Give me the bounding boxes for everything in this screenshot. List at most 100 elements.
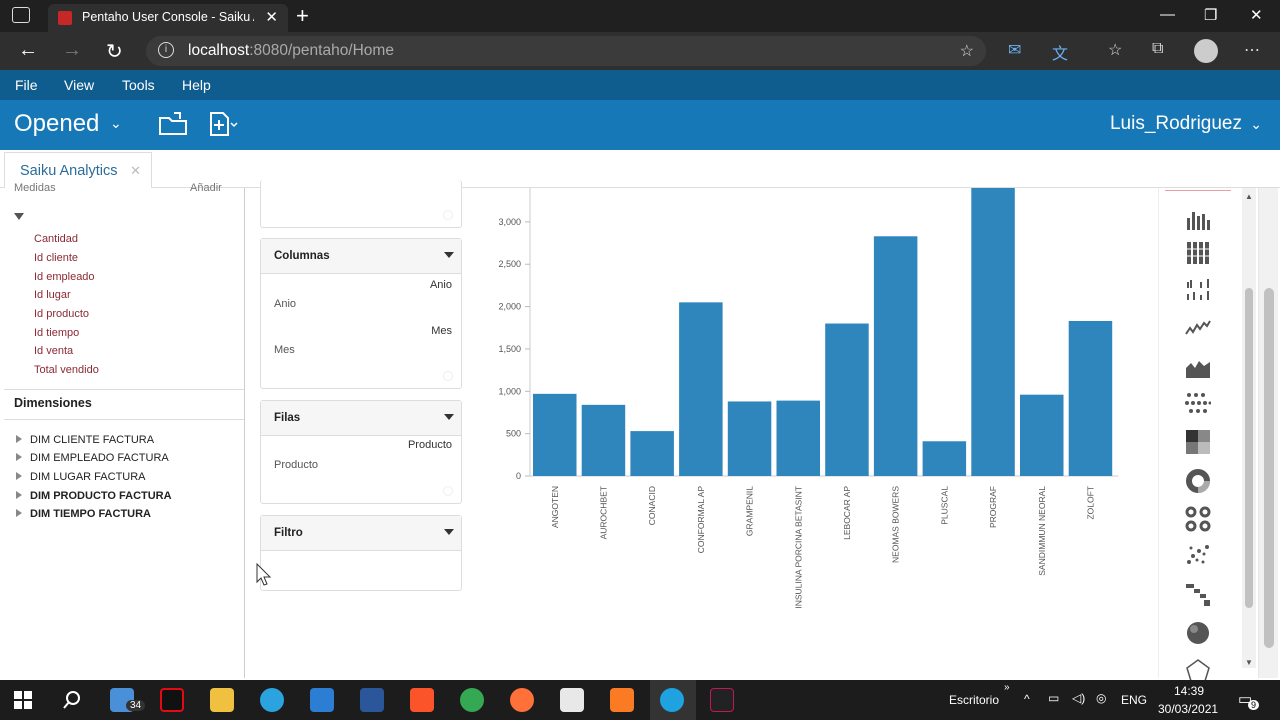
search-icon[interactable] xyxy=(62,690,82,710)
windows-start-icon[interactable] xyxy=(14,691,32,709)
stacked-bar-icon[interactable] xyxy=(1185,240,1211,266)
word-icon[interactable] xyxy=(360,688,384,712)
new-tab-button[interactable]: + xyxy=(296,3,309,28)
maximize-button[interactable]: ❐ xyxy=(1204,7,1218,24)
collapse-icon[interactable] xyxy=(14,213,24,220)
measure-item[interactable]: Id lugar xyxy=(34,289,71,301)
measure-item[interactable]: Id tiempo xyxy=(34,327,80,339)
area-chart-icon[interactable] xyxy=(1185,354,1211,380)
measure-item[interactable]: Id venta xyxy=(34,345,74,357)
file-explorer-icon[interactable] xyxy=(210,688,234,712)
add-favorite-icon[interactable]: ☆ xyxy=(959,43,974,60)
dot-chart-icon[interactable] xyxy=(1185,390,1211,416)
new-document-icon[interactable] xyxy=(208,111,238,137)
line-chart-icon[interactable] xyxy=(1185,316,1211,342)
scroll-up-icon[interactable]: ▲ xyxy=(1245,192,1253,201)
menu-view[interactable]: View xyxy=(64,77,95,93)
network-icon[interactable]: ◎ xyxy=(1096,691,1107,705)
firefox-icon[interactable] xyxy=(510,688,534,712)
url-input[interactable]: i localhost:8080/pentaho/Home ☆ xyxy=(146,36,986,66)
heatmap-icon[interactable] xyxy=(1185,429,1211,455)
sphere-icon[interactable] xyxy=(1185,620,1211,646)
expand-icon[interactable] xyxy=(16,435,22,443)
netflix-icon[interactable] xyxy=(160,688,184,712)
measure-item[interactable]: Total vendido xyxy=(34,364,99,376)
favorites-icon[interactable]: ☆ xyxy=(1108,42,1123,59)
menu-file[interactable]: File xyxy=(15,77,38,93)
site-info-icon[interactable]: i xyxy=(158,42,174,58)
chart-type-scrollbar[interactable]: ▲ ▼ xyxy=(1242,188,1256,668)
scatter-icon[interactable] xyxy=(1185,542,1211,568)
chrome-icon[interactable] xyxy=(460,688,484,712)
page-scrollbar[interactable] xyxy=(1258,188,1278,678)
dimension-item[interactable]: DIM EMPLEADO FACTURA xyxy=(16,452,169,464)
translate-extension-icon[interactable]: 文 xyxy=(1052,46,1069,63)
rows-menu-icon[interactable] xyxy=(444,414,454,420)
tray-desktop-label[interactable]: Escritorio xyxy=(949,693,1000,707)
app-r-icon[interactable] xyxy=(710,688,734,712)
language-indicator[interactable]: ENG xyxy=(1121,693,1148,707)
browser-tab[interactable]: Pentaho User Console - Saiku An ✕ xyxy=(48,4,288,32)
scroll-down-icon[interactable]: ▼ xyxy=(1245,658,1253,667)
show-hidden-icon[interactable]: ^ xyxy=(1024,692,1030,706)
waterfall-icon[interactable] xyxy=(1185,582,1211,608)
bar-chart-icon[interactable] xyxy=(1185,206,1211,232)
more-menu-icon[interactable]: ⋯ xyxy=(1244,42,1260,59)
filter-box[interactable]: Filtro xyxy=(260,515,462,591)
measure-item[interactable]: Cantidad xyxy=(34,233,79,245)
battery-icon[interactable]: ▭ xyxy=(1048,691,1060,705)
collections-icon[interactable]: ⧉ xyxy=(1152,40,1164,57)
vscode-icon[interactable] xyxy=(310,688,334,712)
volume-icon[interactable]: ◁) xyxy=(1072,691,1086,705)
close-tab-icon[interactable]: ✕ xyxy=(265,9,278,26)
multi-donut-icon[interactable] xyxy=(1185,506,1211,532)
level-item[interactable]: Producto xyxy=(274,459,319,471)
close-icon[interactable]: ✕ xyxy=(130,163,141,178)
measure-item[interactable]: Id empleado xyxy=(34,271,95,283)
tab-actions-icon[interactable] xyxy=(12,7,30,23)
measure-item[interactable]: Id producto xyxy=(34,308,90,320)
telegram-icon[interactable] xyxy=(260,688,284,712)
multi-bar-icon[interactable] xyxy=(1185,276,1211,302)
expand-icon[interactable] xyxy=(16,453,22,461)
menu-tools[interactable]: Tools xyxy=(122,77,155,93)
columns-box[interactable]: Columnas Anio Anio Mes Mes xyxy=(260,238,462,389)
columns-menu-icon[interactable] xyxy=(444,252,454,258)
expand-icon[interactable] xyxy=(16,491,22,499)
profile-avatar[interactable] xyxy=(1194,39,1218,63)
scrollbar-thumb[interactable] xyxy=(1264,288,1274,648)
rows-box[interactable]: Filas Producto Producto xyxy=(260,400,462,504)
brave-icon[interactable] xyxy=(410,688,434,712)
dimension-item[interactable]: DIM PRODUCTO FACTURA xyxy=(16,490,172,502)
clock-date[interactable]: 30/03/2021 xyxy=(1158,702,1219,716)
tray-chevron-icon[interactable]: » xyxy=(1004,682,1010,693)
opened-dropdown[interactable]: Opened xyxy=(14,110,100,137)
measure-item[interactable]: Id cliente xyxy=(34,252,79,264)
level-item[interactable]: Anio xyxy=(274,298,297,310)
clock-time[interactable]: 14:39 xyxy=(1174,684,1205,698)
add-measure-link[interactable]: Añadir xyxy=(190,182,222,194)
scrollbar-thumb[interactable] xyxy=(1245,288,1253,608)
minimize-button[interactable]: — xyxy=(1160,6,1175,23)
measures-drop-box[interactable] xyxy=(260,180,462,228)
dimension-item[interactable]: DIM LUGAR FACTURA xyxy=(16,471,146,483)
donut-chart-icon[interactable] xyxy=(1185,468,1211,494)
menu-help[interactable]: Help xyxy=(182,77,211,93)
filter-menu-icon[interactable] xyxy=(444,529,454,535)
dimension-item[interactable]: DIM CLIENTE FACTURA xyxy=(16,434,154,446)
tab-saiku-analytics[interactable]: Saiku Analytics ✕ xyxy=(4,152,152,188)
forward-icon[interactable]: → xyxy=(62,39,82,61)
mail-extension-icon[interactable]: ✉ xyxy=(1008,42,1022,59)
dimension-item[interactable]: DIM TIEMPO FACTURA xyxy=(16,508,151,520)
java-icon[interactable] xyxy=(560,688,584,712)
chevron-down-icon[interactable]: ⌄ xyxy=(1250,116,1262,132)
open-folder-icon[interactable] xyxy=(158,112,188,136)
xampp-icon[interactable] xyxy=(610,688,634,712)
back-icon[interactable]: ← xyxy=(18,39,38,61)
close-window-button[interactable]: ✕ xyxy=(1250,7,1263,24)
level-item[interactable]: Mes xyxy=(274,344,295,356)
chevron-down-icon[interactable]: ⌄ xyxy=(110,115,122,131)
refresh-icon[interactable]: ↻ xyxy=(106,41,123,63)
expand-icon[interactable] xyxy=(16,509,22,517)
expand-icon[interactable] xyxy=(16,472,22,480)
